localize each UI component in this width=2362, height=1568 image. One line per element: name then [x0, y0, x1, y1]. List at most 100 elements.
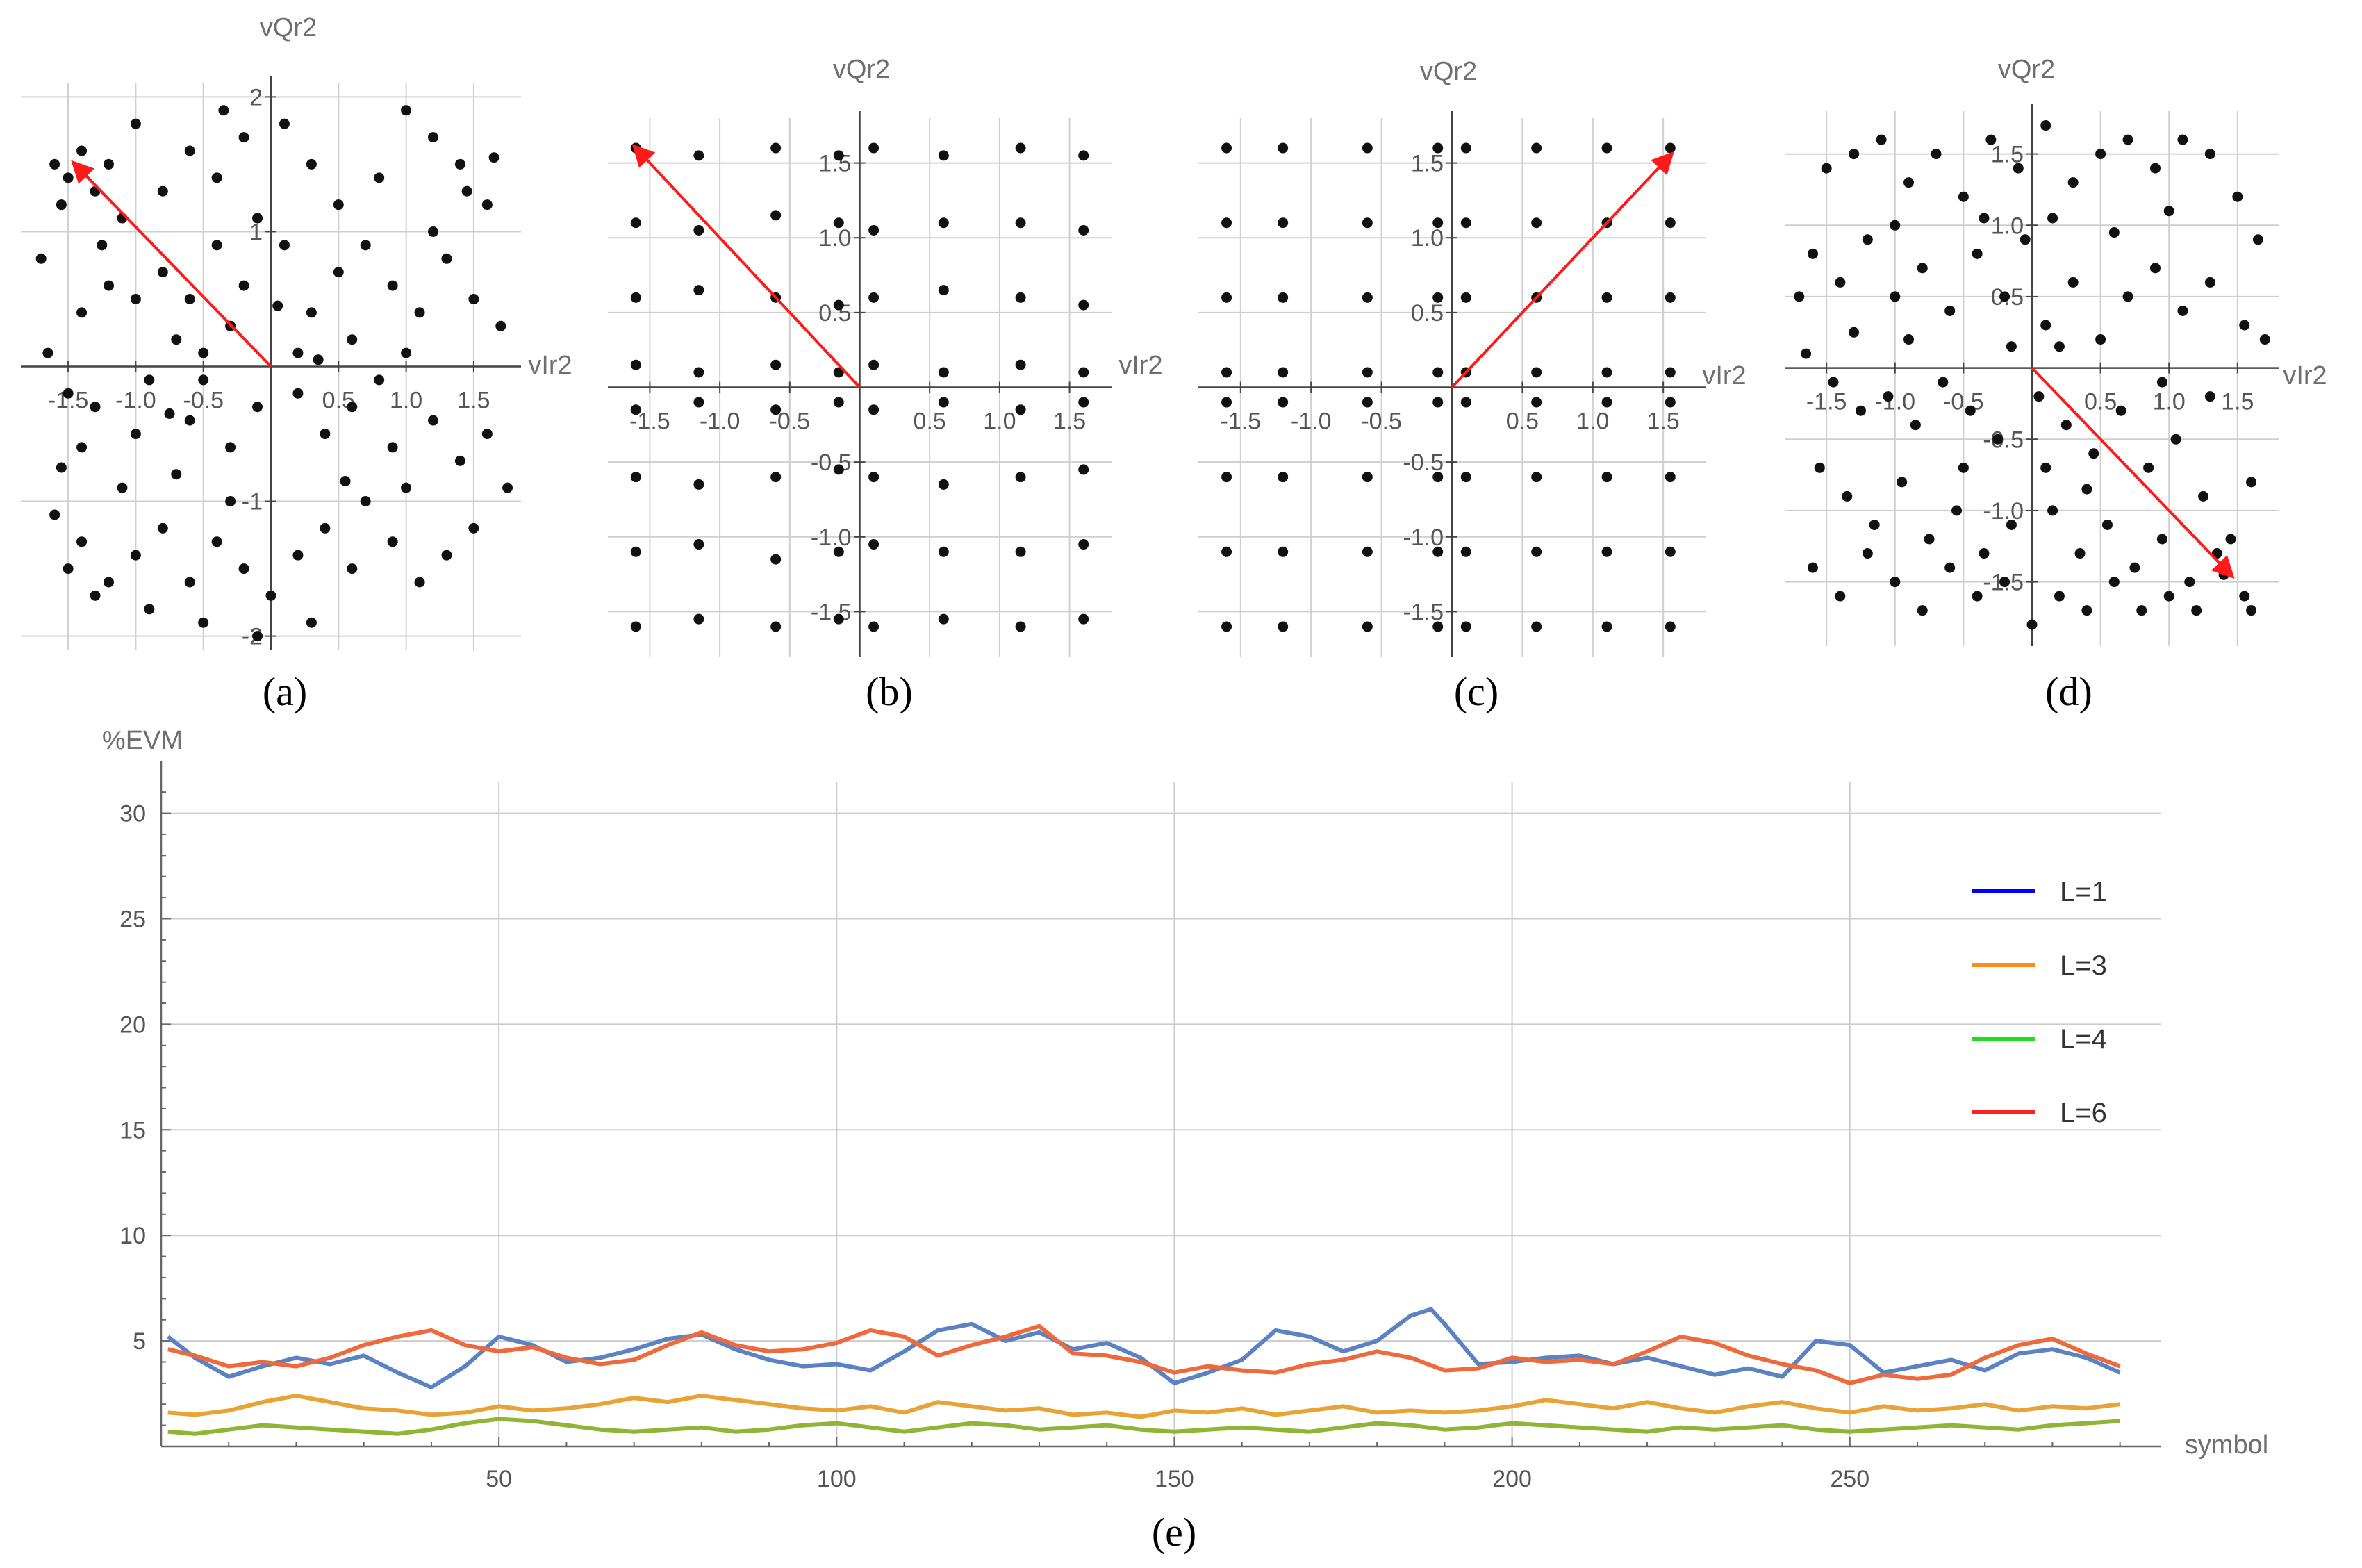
data-point: [414, 577, 425, 588]
data-point: [2129, 562, 2140, 573]
data-point: [2040, 320, 2051, 331]
data-point: [2040, 462, 2051, 473]
data-point: [63, 388, 74, 399]
data-point: [1794, 291, 1805, 302]
data-point: [833, 464, 844, 475]
data-point: [238, 132, 249, 143]
data-point: [1835, 591, 1846, 602]
data-point: [401, 105, 412, 116]
data-point: [1078, 464, 1089, 475]
data-point: [693, 613, 704, 625]
x-tick-label: 1.0: [390, 388, 422, 414]
data-point: [130, 429, 141, 440]
data-point: [2074, 548, 2086, 559]
y-axis-title: vQr2: [1998, 55, 2055, 84]
data-point: [2013, 163, 2024, 174]
y-axis-title: %EVM: [102, 726, 183, 755]
data-point: [2006, 519, 2017, 530]
data-point: [468, 293, 479, 304]
data-point: [2067, 277, 2079, 288]
data-point: [1958, 191, 1969, 202]
data-point: [292, 550, 304, 561]
data-point: [495, 320, 506, 331]
legend-label: L=6: [2060, 1098, 2107, 1128]
data-point: [1665, 217, 1676, 229]
data-point: [401, 347, 412, 358]
data-point: [1601, 292, 1612, 303]
data-point: [1078, 224, 1089, 236]
data-point: [1432, 621, 1444, 632]
data-point: [171, 469, 182, 480]
data-point: [2252, 234, 2263, 245]
data-point: [1278, 217, 1289, 229]
data-point: [1278, 142, 1289, 154]
x-tick-label: -1.5: [1806, 389, 1847, 415]
data-point: [49, 158, 60, 170]
data-point: [333, 267, 344, 278]
data-point: [76, 145, 88, 156]
data-point: [1432, 292, 1444, 303]
y-tick-label: -1.5: [811, 599, 852, 625]
x-tick-label: 1.0: [1576, 408, 1609, 435]
data-point: [1460, 546, 1471, 557]
data-point: [1078, 150, 1089, 161]
data-point: [1601, 397, 1612, 408]
data-point: [1938, 377, 1949, 388]
data-point: [1078, 539, 1089, 550]
data-point: [97, 240, 108, 251]
data-point: [938, 397, 949, 408]
data-point: [184, 293, 195, 304]
data-point: [1362, 546, 1373, 557]
x-tick-label: 0.5: [914, 408, 946, 435]
data-point: [1814, 462, 1825, 473]
data-point: [1665, 292, 1676, 303]
data-point: [481, 429, 493, 440]
data-point: [2170, 434, 2181, 445]
data-point: [441, 253, 452, 264]
y-tick-label: -0.5: [1983, 427, 2024, 453]
data-point: [428, 226, 439, 237]
data-point: [2177, 134, 2188, 145]
data-point: [770, 210, 782, 221]
data-point: [1278, 546, 1289, 557]
x-tick-label: -1.5: [1221, 408, 1262, 435]
data-point: [868, 539, 879, 550]
data-point: [2163, 206, 2174, 217]
data-point: [1665, 546, 1676, 557]
x-tick-label: -1.0: [700, 408, 741, 435]
data-point: [833, 299, 844, 311]
y-tick-label: -1.0: [811, 525, 852, 551]
data-point: [1999, 577, 2010, 588]
data-point: [868, 359, 879, 370]
data-point: [374, 172, 385, 183]
data-point: [630, 292, 641, 303]
x-tick-label: -0.5: [1361, 408, 1402, 435]
data-point: [1965, 405, 1976, 416]
data-point: [833, 613, 844, 625]
data-point: [1665, 621, 1676, 632]
data-point: [1869, 519, 1880, 530]
data-point: [1078, 367, 1089, 378]
data-point: [1601, 367, 1612, 378]
data-point: [1849, 149, 1860, 160]
data-point: [1972, 591, 1983, 602]
data-point: [2204, 277, 2215, 288]
data-point: [340, 475, 351, 486]
data-point: [2259, 334, 2270, 345]
data-point: [1903, 177, 1914, 188]
data-point: [938, 367, 949, 378]
data-point: [1849, 327, 1860, 338]
data-point: [2191, 605, 2202, 616]
data-point: [2095, 149, 2106, 160]
data-point: [1278, 397, 1289, 408]
panel-caption: (e): [1152, 1510, 1196, 1555]
data-point: [2047, 213, 2058, 224]
data-point: [2156, 377, 2167, 388]
data-point: [468, 522, 479, 534]
legend-label: L=1: [2060, 877, 2107, 907]
data-point: [76, 307, 88, 318]
data-point: [1665, 472, 1676, 483]
data-point: [2067, 177, 2079, 188]
data-point: [1897, 477, 1908, 488]
